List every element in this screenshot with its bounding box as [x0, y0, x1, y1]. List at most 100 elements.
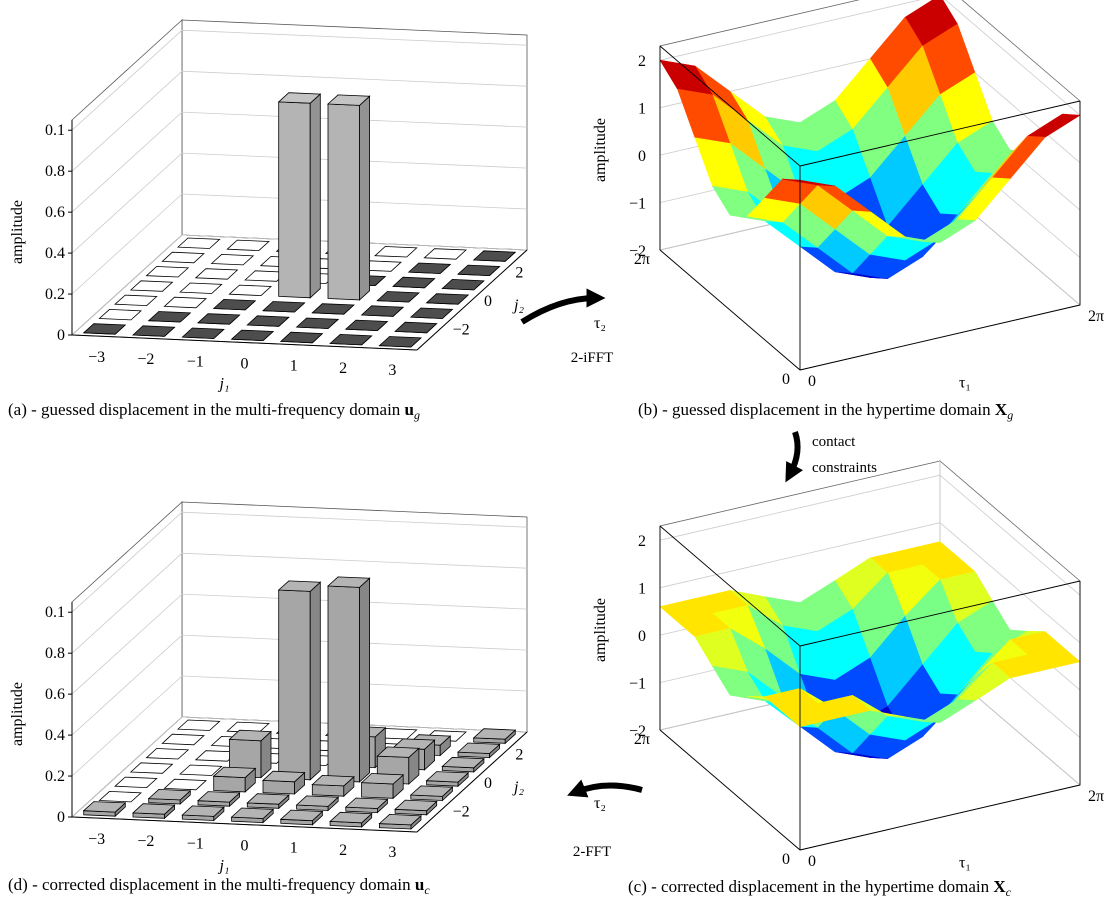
bar-top — [344, 319, 389, 332]
box-edge — [659, 525, 801, 647]
bar-top — [82, 801, 127, 813]
bar-top — [329, 333, 373, 346]
bar-top — [295, 317, 340, 329]
bar-front — [327, 585, 360, 783]
bar-front — [278, 101, 311, 299]
z-axis-label: amplitude — [9, 200, 26, 264]
z-tick-label: 0 — [57, 809, 65, 826]
bar-top — [311, 303, 355, 315]
bar-top — [360, 773, 405, 785]
bar-top — [378, 813, 422, 826]
z-tick-label: 0 — [638, 628, 646, 645]
y-axis-label: τ₂ — [594, 315, 606, 332]
bar-top — [425, 293, 470, 305]
y-tick-label: 0 — [782, 851, 790, 868]
z-tick-label: 0.4 — [45, 245, 65, 262]
y-tick-label: 0 — [484, 293, 492, 310]
x-tick-label: −1 — [187, 835, 204, 852]
empty-tile — [179, 282, 223, 294]
x-tick-label: 2π — [1088, 788, 1104, 805]
x-tick-label: −2 — [137, 351, 154, 368]
bar-front — [213, 775, 246, 793]
empty-tile — [194, 268, 239, 280]
y-axis-label: j₂ — [512, 297, 524, 314]
z-tick-label: 0.6 — [45, 686, 65, 703]
x-tick-label: 1 — [290, 840, 298, 857]
y-axis-label: τ₂ — [594, 795, 606, 812]
empty-tile — [161, 733, 205, 746]
x-tick-label: −3 — [88, 349, 105, 366]
bar-top — [212, 298, 257, 311]
grid-line — [71, 511, 528, 613]
bar-top — [441, 278, 485, 291]
caption-text: (d) - corrected displacement in the mult… — [8, 875, 415, 894]
empty-tile — [177, 719, 221, 731]
empty-tile — [210, 253, 255, 266]
bar-top — [472, 250, 517, 262]
z-tick-label: 0 — [638, 148, 646, 165]
bar-top — [230, 329, 275, 342]
x-tick-label: 2π — [1088, 308, 1104, 325]
z-tick-label: 0.8 — [45, 645, 65, 662]
z-tick-label: 0.8 — [45, 163, 65, 180]
empty-tile — [179, 764, 223, 776]
grid-line — [71, 70, 528, 172]
z-tick-label: 0 — [57, 327, 65, 344]
bar-top — [230, 807, 275, 819]
z-tick-label: −2 — [629, 723, 646, 740]
y-tick-label: 0 — [484, 775, 492, 792]
empty-tile — [161, 251, 205, 264]
bar-top — [392, 276, 436, 289]
y-tick-label: 2 — [515, 264, 523, 281]
panel: −2 −1 0 1 2 0 2π 0 2π τ₁ τ₂ amplitude (c) - correcte… — [592, 460, 1104, 899]
empty-tile — [374, 246, 418, 258]
grid-line — [71, 234, 528, 336]
bar-top — [132, 803, 176, 815]
empty-tile — [114, 294, 158, 307]
bar-top — [457, 264, 501, 277]
caption: (b) - guessed displacement in the hypert… — [638, 400, 1013, 422]
panel: 0 0.2 0.4 0.6 0.8 0.1 −3 −2 −1 0 1 2 3 −2 0 2 j₁ j₂ amplit… — [8, 501, 528, 897]
y-tick-label: 2 — [515, 746, 523, 763]
bar-front — [311, 784, 345, 797]
arrow — [520, 288, 606, 325]
x-tick-label: 1 — [290, 358, 298, 375]
z-tick-label: 0.1 — [45, 604, 65, 621]
bar-top — [262, 301, 306, 313]
z-tick-label: 2 — [638, 53, 646, 70]
bar-top — [82, 323, 127, 335]
x-axis-label: j₁ — [217, 858, 229, 875]
y-tick-label: −2 — [453, 804, 470, 821]
caption-text: (c) - corrected displacement in the hype… — [628, 877, 993, 896]
x-tick-label: 0 — [808, 853, 816, 870]
annotation: 2-iFFT — [571, 350, 614, 366]
bar-side — [359, 95, 371, 301]
empty-tile — [98, 308, 142, 321]
box-edge — [799, 784, 1081, 851]
y-tick-label: 2π — [634, 251, 650, 268]
z-tick-label: 0.2 — [45, 768, 65, 785]
arrow — [567, 779, 643, 798]
bar-top — [228, 729, 272, 742]
z-tick-label: 2 — [638, 533, 646, 550]
z-tick-label: 0.4 — [45, 727, 65, 744]
bar-side — [309, 93, 321, 299]
bar-side — [359, 577, 371, 783]
z-axis-label: amplitude — [592, 598, 609, 662]
panel: −2 −1 0 1 2 0 2π 0 2π τ₁ τ₂ amplitude (b) - guessed … — [592, 0, 1104, 422]
arrow — [785, 431, 804, 483]
bar-top — [472, 728, 517, 740]
bar-top — [181, 327, 225, 339]
x-tick-label: 2 — [339, 842, 347, 859]
grid-line — [71, 193, 528, 295]
empty-tile — [129, 280, 174, 292]
axis-line — [416, 731, 528, 833]
bar-front — [262, 779, 295, 795]
empty-tile — [163, 296, 207, 309]
grid-line — [71, 152, 528, 254]
bar-top — [394, 799, 438, 812]
bar-top — [277, 580, 322, 592]
bar-top — [376, 746, 420, 758]
